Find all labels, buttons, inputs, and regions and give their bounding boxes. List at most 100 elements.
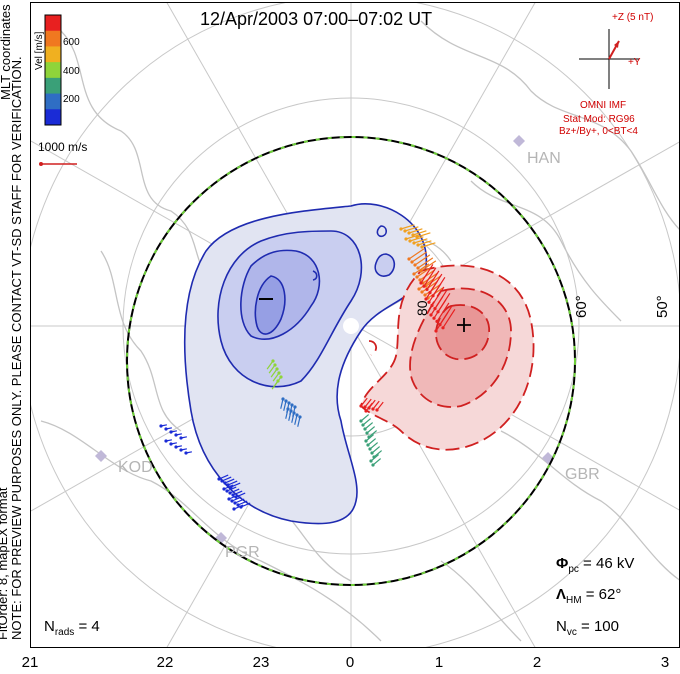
velocity-vector bbox=[419, 269, 436, 281]
velocity-vector bbox=[411, 251, 428, 263]
velocity-vector-origin bbox=[225, 489, 229, 493]
velocity-vector-origin bbox=[420, 245, 424, 249]
colorbar bbox=[44, 14, 62, 126]
velocity-vector-origin bbox=[174, 433, 178, 437]
stat-phi-pc: Φpc = 46 kV bbox=[556, 555, 634, 575]
coord-label: MLT coordinates bbox=[0, 4, 13, 100]
velocity-vector-origin bbox=[293, 405, 297, 409]
velocity-vector bbox=[413, 263, 430, 275]
velocity-vector-origin bbox=[289, 409, 293, 413]
velocity-vector-origin bbox=[432, 316, 436, 320]
velocity-vector-origin bbox=[364, 409, 368, 413]
velocity-vector-origin bbox=[416, 266, 420, 270]
velocity-vector-origin bbox=[222, 487, 226, 491]
velocity-vector bbox=[416, 266, 433, 278]
velocity-vector-origin bbox=[271, 359, 275, 363]
velocity-vector-origin bbox=[427, 300, 431, 304]
lambda-value: = 62° bbox=[585, 586, 622, 603]
phi-symbol: Φ bbox=[556, 555, 569, 572]
velocity-vector bbox=[408, 228, 423, 234]
velocity-vector bbox=[280, 398, 284, 409]
velocity-vector-origin bbox=[361, 423, 365, 427]
velocity-vector bbox=[228, 494, 239, 500]
velocity-vector bbox=[240, 502, 251, 508]
colorbar-block bbox=[45, 30, 61, 47]
velocity-vector-origin bbox=[412, 241, 416, 245]
velocity-vector-origin bbox=[281, 397, 285, 401]
velocity-vector bbox=[370, 454, 380, 462]
velocity-vector-origin bbox=[411, 233, 415, 237]
nvc-symbol: N bbox=[556, 618, 567, 635]
hm-boundary-markers bbox=[126, 136, 576, 586]
velocity-vector-origin bbox=[228, 491, 232, 495]
nrads-sub: rads bbox=[54, 627, 75, 638]
velocity-vector-origin bbox=[273, 363, 277, 367]
lambda-symbol: Λ bbox=[556, 586, 567, 603]
velocity-vector-origin bbox=[370, 451, 374, 455]
nvc-sub: vc bbox=[566, 627, 577, 638]
colorbar-block bbox=[45, 46, 61, 63]
imf-clock bbox=[579, 29, 639, 89]
velocity-vector bbox=[442, 308, 456, 329]
velocity-vector bbox=[412, 230, 427, 236]
stat-nrads: Nrads = 4 bbox=[44, 618, 100, 638]
velocity-vector bbox=[268, 364, 276, 374]
velocity-vector bbox=[425, 275, 442, 287]
velocity-vector-origin bbox=[359, 404, 363, 408]
velocity-vector-origin bbox=[287, 401, 291, 405]
velocity-vector bbox=[425, 280, 439, 300]
mlt-tick-3: 3 bbox=[660, 654, 670, 671]
mlt-tick-1: 1 bbox=[434, 654, 444, 671]
station-pgr-label: PGR bbox=[225, 544, 260, 561]
imf-y-label: +Y bbox=[628, 57, 641, 68]
imf-model: Stat Mod: RG96 bbox=[563, 114, 635, 125]
preview-note: NOTE: FOR PREVIEW PURPOSES ONLY. PLEASE … bbox=[9, 56, 24, 640]
velocity-vector bbox=[404, 226, 419, 232]
colorbar-tick-200: 200 bbox=[63, 94, 80, 105]
velocity-vector bbox=[233, 504, 244, 510]
velocity-vector bbox=[367, 438, 377, 446]
velocity-vector-origin bbox=[417, 287, 421, 291]
station-kod-marker bbox=[95, 450, 107, 462]
phi-sub: pc bbox=[568, 564, 579, 575]
velocity-vector bbox=[417, 240, 432, 246]
velocity-vector bbox=[417, 257, 434, 269]
velocity-vector bbox=[431, 286, 445, 306]
velocity-vector-origin bbox=[441, 326, 445, 330]
coastlines bbox=[40, 20, 679, 642]
velocity-vector bbox=[418, 278, 435, 290]
station-gbr-label: GBR bbox=[565, 466, 600, 483]
velocity-vector-origin bbox=[429, 313, 433, 317]
velocity-vector bbox=[435, 312, 449, 332]
ref-vector bbox=[39, 162, 77, 166]
velocity-vector-origin bbox=[408, 239, 412, 243]
velocity-vector bbox=[218, 474, 229, 480]
velocity-vector-origin bbox=[423, 293, 427, 297]
velocity-vector-origin bbox=[407, 231, 411, 235]
colorbar-block bbox=[45, 62, 61, 79]
map-frame bbox=[30, 2, 680, 648]
velocity-vector-origin bbox=[368, 447, 372, 451]
velocity-vector-origin bbox=[164, 439, 168, 443]
phi-value: = 46 kV bbox=[583, 555, 635, 572]
velocity-vector bbox=[237, 500, 248, 506]
negative-cell bbox=[183, 203, 427, 525]
station-han-label: HAN bbox=[527, 150, 561, 167]
velocity-vector-origin bbox=[424, 297, 428, 301]
velocity-vector bbox=[405, 234, 420, 240]
ref-vector-label: 1000 m/s bbox=[38, 140, 88, 154]
velocity-vector bbox=[283, 400, 287, 411]
velocity-vector bbox=[360, 414, 370, 422]
velocity-vector-origin bbox=[290, 403, 294, 407]
velocity-vector-origin bbox=[413, 263, 417, 267]
velocity-vector-origin bbox=[407, 257, 411, 261]
velocity-vector bbox=[371, 446, 381, 454]
velocity-vector-origin bbox=[277, 371, 281, 375]
positive-cell bbox=[360, 264, 535, 451]
velocity-vector-origin bbox=[410, 260, 414, 264]
velocity-vector-origin bbox=[292, 411, 296, 415]
velocity-vector-origin bbox=[284, 399, 288, 403]
velocity-vector-origin bbox=[419, 281, 423, 285]
colorbar-block bbox=[45, 77, 61, 95]
velocity-vector-origin bbox=[159, 424, 163, 428]
